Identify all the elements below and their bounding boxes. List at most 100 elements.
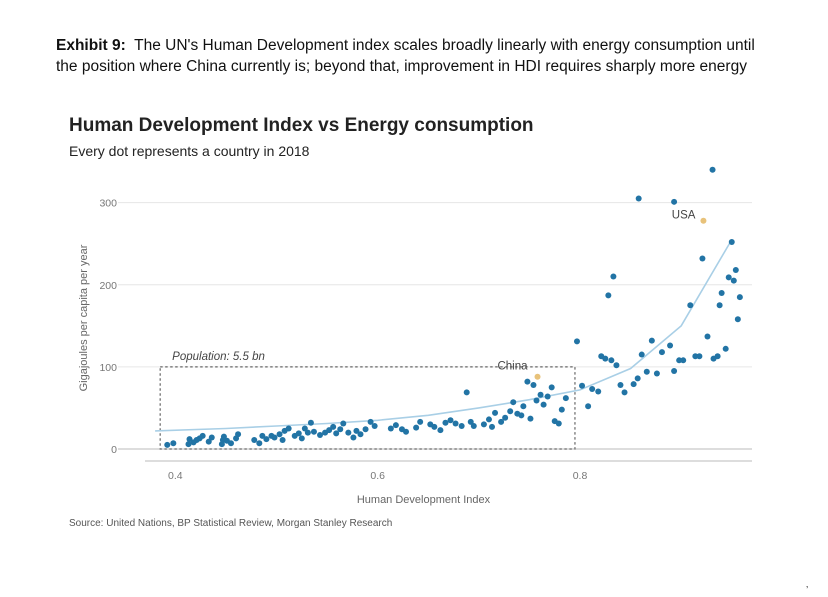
data-point — [220, 433, 227, 440]
data-point — [463, 389, 470, 396]
data-point — [533, 397, 540, 404]
data-point — [518, 412, 525, 419]
data-point — [595, 388, 602, 395]
data-point — [696, 353, 703, 360]
data-point — [714, 353, 721, 360]
data-point — [437, 427, 444, 434]
data-point — [170, 440, 177, 447]
chart-title: Human Development Index vs Energy consum… — [69, 115, 534, 136]
data-point — [548, 384, 555, 391]
data-point — [470, 423, 477, 430]
x-tick-label: 0.6 — [370, 470, 385, 482]
source-note: Source: United Nations, BP Statistical R… — [69, 518, 393, 529]
data-point — [658, 349, 665, 356]
data-point — [680, 357, 687, 364]
data-point — [699, 255, 706, 262]
data-point — [730, 277, 737, 284]
data-point — [357, 431, 364, 438]
data-point — [621, 389, 628, 396]
data-point — [447, 417, 454, 424]
data-point — [317, 432, 324, 439]
data-point — [734, 316, 741, 323]
data-point — [367, 418, 374, 425]
data-point — [301, 425, 308, 432]
highlight-label-usa: USA — [672, 210, 696, 222]
data-point — [304, 429, 311, 436]
data-point — [442, 419, 449, 426]
data-point — [310, 428, 317, 435]
data-point — [653, 370, 660, 377]
x-tick-label: 0.4 — [168, 470, 183, 482]
data-point — [608, 357, 615, 364]
data-point — [205, 438, 212, 445]
data-point — [235, 431, 242, 438]
data-point — [271, 434, 278, 441]
exhibit-label: Exhibit 9: — [56, 37, 126, 54]
chart-subtitle: Every dot represents a country in 2018 — [69, 143, 310, 159]
data-point — [307, 419, 314, 426]
y-tick-label: 200 — [99, 280, 117, 292]
y-tick-label: 100 — [99, 362, 117, 374]
trend-line — [155, 239, 733, 432]
data-point — [635, 195, 642, 202]
data-point — [728, 239, 735, 246]
data-point — [362, 426, 369, 433]
y-axis-label: Gigajoules per capita per year — [78, 244, 90, 391]
population-box — [159, 366, 576, 450]
data-point — [602, 355, 609, 362]
data-point — [507, 408, 514, 415]
data-point — [537, 391, 544, 398]
y-tick-label: 300 — [99, 198, 117, 210]
data-point — [671, 198, 678, 205]
data-point — [480, 421, 487, 428]
data-point — [485, 416, 492, 423]
corner-mark: ’ — [806, 585, 809, 596]
data-point — [326, 427, 333, 434]
data-point — [732, 266, 739, 273]
data-point — [413, 424, 420, 431]
data-point — [333, 430, 340, 437]
data-point — [345, 429, 352, 436]
data-point — [392, 422, 399, 429]
data-point — [498, 418, 505, 425]
data-point — [562, 395, 569, 402]
data-point — [671, 367, 678, 374]
data-point — [630, 381, 637, 388]
highlight-point-china — [534, 373, 541, 380]
data-point — [579, 382, 586, 389]
data-point — [718, 289, 725, 296]
data-point — [667, 342, 674, 349]
data-point — [371, 423, 378, 430]
data-point — [638, 351, 645, 358]
data-point — [431, 423, 438, 430]
highlight-point-usa — [700, 217, 707, 224]
data-point — [279, 436, 286, 443]
data-point — [530, 381, 537, 388]
data-point — [510, 399, 517, 406]
data-point — [502, 414, 509, 421]
data-point — [208, 434, 215, 441]
data-point — [573, 338, 580, 345]
data-point — [186, 436, 193, 443]
data-point — [687, 302, 694, 309]
data-point — [648, 337, 655, 344]
data-point — [492, 409, 499, 416]
highlight-label-china: China — [497, 361, 528, 373]
data-point — [524, 378, 531, 385]
data-point — [227, 440, 234, 447]
data-point — [452, 420, 459, 427]
exhibit-text: The UN's Human Development index scales … — [56, 37, 755, 75]
population-box-label: Population: 5.5 bn — [172, 351, 265, 363]
data-point — [725, 274, 732, 281]
data-point — [704, 333, 711, 340]
data-point — [709, 166, 716, 173]
data-point — [298, 435, 305, 442]
data-point — [403, 428, 410, 435]
data-point — [330, 423, 337, 430]
data-point — [558, 406, 565, 413]
data-point — [617, 381, 624, 388]
data-point — [340, 420, 347, 427]
data-point — [458, 423, 465, 430]
data-point — [716, 302, 723, 309]
